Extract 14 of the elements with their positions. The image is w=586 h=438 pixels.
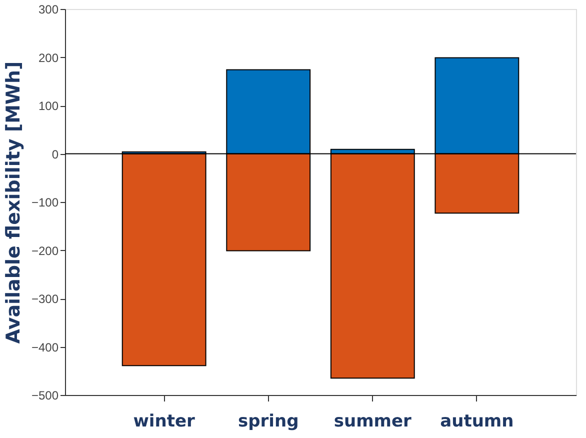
y-tick-label: 300 [38, 2, 59, 16]
y-tick-label: −100 [31, 196, 59, 210]
y-tick-label: 0 [52, 147, 59, 162]
x-tick-label: winter [133, 412, 196, 432]
y-axis-title: Available flexibility [MWh] [2, 61, 24, 344]
y-tick-label: −200 [31, 244, 59, 258]
y-tick-label: 100 [38, 99, 59, 113]
x-tick-label: spring [238, 412, 299, 432]
y-tick-label: −300 [31, 292, 59, 306]
y-tick-label: 200 [38, 50, 59, 65]
x-tick-label: summer [334, 412, 412, 432]
y-tick-label: −500 [31, 388, 59, 402]
y-tick-label: −400 [31, 340, 59, 354]
x-tick-label: autumn [440, 412, 514, 432]
